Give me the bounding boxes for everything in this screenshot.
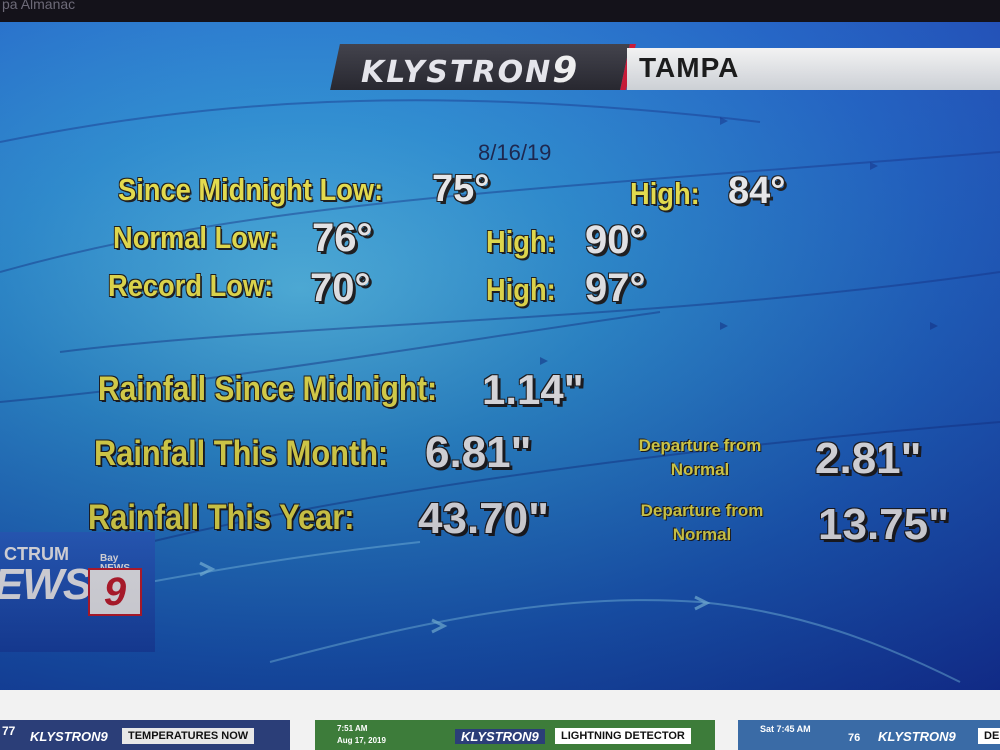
since-midnight-low-value: 75° [432, 168, 490, 210]
tab-title[interactable]: pa Almanac [2, 0, 76, 12]
normal-high-label: High: [486, 224, 556, 259]
thumb-temp-num: 76 [848, 732, 861, 744]
klystron-logo: KLYSTRON9 [361, 50, 579, 91]
thumb-time: 7:51 AM [337, 724, 368, 733]
logo-text: KLYSTRON [361, 55, 553, 90]
record-low-value: 70° [310, 266, 371, 310]
thumb-logo: KLYSTRON9 [30, 729, 108, 744]
thumb-date: Aug 17, 2019 [337, 736, 386, 745]
rainfall-month-value: 6.81" [425, 428, 532, 477]
record-high-value: 97° [585, 266, 646, 310]
rainfall-year-label: Rainfall This Year: [88, 498, 355, 537]
month-departure-value: 2.81" [815, 434, 922, 483]
record-high-label: High: [486, 272, 556, 307]
bay-text: Bay [100, 553, 119, 564]
rainfall-since-midnight-value: 1.14" [482, 366, 584, 413]
report-date: 8/16/19 [478, 140, 552, 165]
rainfall-year-value: 43.70" [418, 494, 549, 543]
nine-badge: 9 [88, 568, 142, 616]
year-departure-value: 13.75" [818, 500, 949, 549]
logo-line1: CTRUM [4, 544, 69, 564]
wind-streamlines [0, 99, 1000, 683]
rainfall-month-label: Rainfall This Month: [94, 434, 389, 473]
record-low-label: Record Low: [108, 268, 274, 303]
logo-line2: EWS [0, 560, 92, 609]
thumbnail-strip: 77 KLYSTRON9 TEMPERATURES NOW 7:51 AM Au… [0, 690, 1000, 750]
month-departure-line2: Normal [670, 460, 730, 479]
year-departure-label: Departure from Normal [617, 499, 787, 547]
thumb-temp-num: 77 [2, 724, 16, 738]
normal-high-value: 90° [585, 218, 646, 262]
thumb-logo: KLYSTRON9 [455, 729, 545, 744]
thumbnail-lightning-detector[interactable]: 7:51 AM Aug 17, 2019 KLYSTRON9 LIGHTNING… [315, 720, 715, 750]
thumb-label: DE [978, 728, 1000, 744]
thumb-label: LIGHTNING DETECTOR [555, 728, 691, 744]
city-panel: TAMPA [627, 48, 1000, 90]
spectrum-news-9-logo: CTRUM EWS Bay NEWS 9 [0, 532, 155, 652]
month-departure-line1: Departure from [638, 436, 762, 455]
month-departure-label: Departure from Normal [615, 434, 785, 482]
year-departure-line1: Departure from [640, 501, 764, 520]
since-midnight-high-label: High: [630, 176, 700, 211]
thumb-time: Sat 7:45 AM [760, 724, 811, 734]
year-departure-line2: Normal [672, 525, 732, 544]
normal-low-value: 76° [312, 216, 373, 260]
since-midnight-low-label: Since Midnight Low: [118, 172, 384, 207]
thumb-logo: KLYSTRON9 [878, 729, 956, 744]
rainfall-since-midnight-label: Rainfall Since Midnight: [98, 370, 438, 408]
thumbnail-temperatures-now[interactable]: 77 KLYSTRON9 TEMPERATURES NOW [0, 720, 290, 750]
logo-number: 9 [552, 50, 580, 91]
since-midnight-high-value: 84° [728, 170, 786, 212]
normal-low-label: Normal Low: [113, 220, 279, 255]
city-label: TAMPA [639, 52, 740, 83]
station-banner: KLYSTRON9 TAMPA [330, 44, 1000, 91]
browser-tab-strip: pa Almanac [0, 0, 1000, 22]
weather-almanac-screen: KLYSTRON9 TAMPA 8/16/19 Since Midnight L… [0, 22, 1000, 690]
thumb-label: TEMPERATURES NOW [122, 728, 255, 744]
thumbnail-departure[interactable]: Sat 7:45 AM 76 KLYSTRON9 DE [738, 720, 1000, 750]
